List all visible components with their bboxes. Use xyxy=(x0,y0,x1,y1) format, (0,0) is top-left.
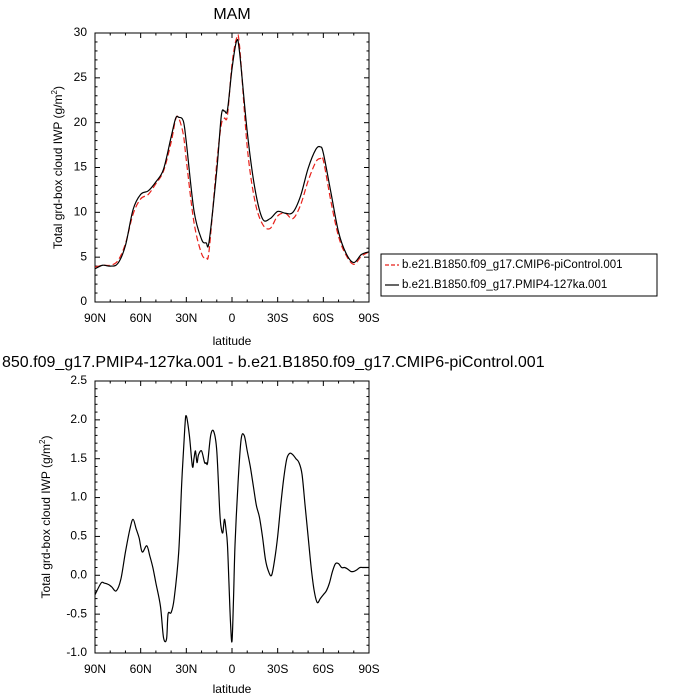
y-tick-label: 15 xyxy=(74,160,88,174)
y-tick-label: -0.5 xyxy=(66,606,87,620)
series-line-1 xyxy=(94,33,370,268)
y-tick-label: 0.5 xyxy=(70,529,87,543)
x-tick-label: 60S xyxy=(313,311,334,325)
legend-label-2: b.e21.B1850.f09_g17.PMIP4-127ka.001 xyxy=(402,279,607,291)
y-tick-label: 2.0 xyxy=(70,412,87,426)
y-tick-label: 20 xyxy=(74,115,88,129)
x-tick-label: 90N xyxy=(84,662,106,676)
y-tick-label: 25 xyxy=(74,70,88,84)
x-tick-label: 60N xyxy=(130,662,152,676)
x-axis-label: latitude xyxy=(213,334,252,348)
chart-2: 850.f09_g17.PMIP4-127ka.001 - b.e21.B185… xyxy=(2,354,545,696)
x-tick-label: 30N xyxy=(175,662,197,676)
y-tick-label: 0.0 xyxy=(70,567,87,581)
y-tick-label: 1.0 xyxy=(70,490,87,504)
x-tick-label: 60S xyxy=(313,662,334,676)
x-tick-label: 90N xyxy=(84,311,106,325)
x-tick-label: 30S xyxy=(267,662,288,676)
x-axis-label: latitude xyxy=(213,682,252,696)
chart-title: MAM xyxy=(213,6,250,23)
y-axis-label: Total grd-box cloud IWP (g/m2) xyxy=(38,436,53,599)
legend: b.e21.B1850.f09_g17.CMIP6-piControl.001b… xyxy=(380,253,658,297)
y-tick-label: 0 xyxy=(80,294,87,308)
legend-box xyxy=(380,253,658,297)
x-tick-label: 90S xyxy=(358,662,379,676)
y-tick-label: 10 xyxy=(74,205,88,219)
series-line-1 xyxy=(94,415,369,643)
y-axis-label: Total grd-box cloud IWP (g/m2) xyxy=(50,86,65,249)
chart-title: 850.f09_g17.PMIP4-127ka.001 - b.e21.B185… xyxy=(2,354,545,371)
x-tick-label: 0 xyxy=(229,662,236,676)
y-tick-label: -1.0 xyxy=(66,645,87,659)
chart-1: MAM 0 5 10 15 20 25 30 90N 60N 30N 0 30S 60S 90S latitu… xyxy=(50,6,658,348)
y-tick-label: 30 xyxy=(74,25,88,39)
x-tick-label: 0 xyxy=(229,311,236,325)
x-tick-label: 90S xyxy=(358,311,379,325)
x-tick-label: 60N xyxy=(130,311,152,325)
y-tick-label: 1.5 xyxy=(70,451,87,465)
plot-frame xyxy=(94,380,370,654)
y-tick-label: 2.5 xyxy=(70,373,87,387)
series-line-2 xyxy=(94,38,370,270)
y-tick-label: 5 xyxy=(80,249,87,263)
x-tick-label: 30N xyxy=(175,311,197,325)
x-tick-label: 30S xyxy=(267,311,288,325)
legend-label-1: b.e21.B1850.f09_g17.CMIP6-piControl.001 xyxy=(402,259,623,271)
